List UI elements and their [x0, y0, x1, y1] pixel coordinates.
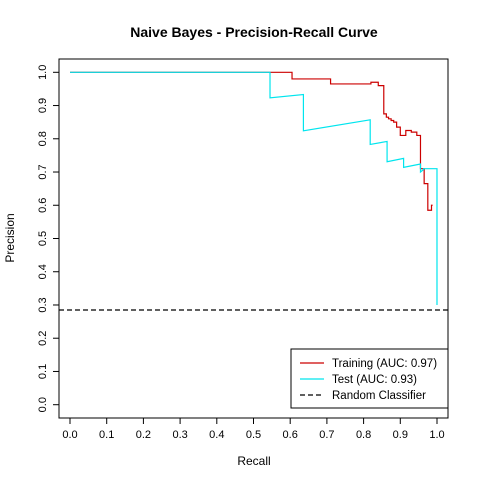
x-tick-label: 0.3	[172, 429, 187, 441]
legend-label: Test (AUC: 0.93)	[332, 374, 417, 386]
x-tick-label: 0.6	[283, 429, 298, 441]
series-line-1	[70, 71, 438, 305]
y-tick-label: 0.9	[37, 98, 49, 113]
y-tick-label: 0.8	[37, 131, 49, 146]
y-axis: 0.0 0.1 0.2 0.3 0.4 0.5 0.6 0.7 0.8 0.9 1.0	[37, 65, 59, 412]
y-axis-label: Precision	[3, 213, 17, 262]
x-tick-label: 0.2	[136, 429, 151, 441]
chart-title: Naive Bayes - Precision-Recall Curve	[130, 24, 378, 40]
x-tick-label: 0.9	[393, 429, 408, 441]
y-tick-label: 0.3	[37, 297, 49, 312]
y-tick-label: 1.0	[37, 65, 49, 80]
x-tick-label: 0.0	[62, 429, 77, 441]
x-tick-label: 1.0	[429, 429, 444, 441]
x-tick-label: 0.4	[209, 429, 224, 441]
x-tick-label: 0.8	[356, 429, 371, 441]
x-axis: 0.0 0.1 0.2 0.3 0.4 0.5 0.6 0.7 0.8 0.9 1.0	[62, 418, 445, 441]
x-tick-label: 0.7	[319, 429, 334, 441]
legend-label: Random Classifier	[332, 390, 426, 402]
y-tick-label: 0.7	[37, 164, 49, 179]
y-tick-label: 0.0	[37, 397, 49, 412]
x-tick-label: 0.1	[99, 429, 114, 441]
legend-label: Training (AUC: 0.97)	[332, 358, 437, 370]
y-tick-label: 0.5	[37, 231, 49, 246]
y-tick-label: 0.4	[37, 264, 49, 279]
series-layer	[59, 71, 448, 311]
x-tick-label: 0.5	[246, 429, 261, 441]
y-tick-label: 0.6	[37, 198, 49, 213]
y-tick-label: 0.2	[37, 331, 49, 346]
legend: Training (AUC: 0.97) Test (AUC: 0.93) Rand…	[290, 348, 449, 409]
y-tick-label: 0.1	[37, 364, 49, 379]
x-axis-label: Recall	[237, 454, 270, 468]
